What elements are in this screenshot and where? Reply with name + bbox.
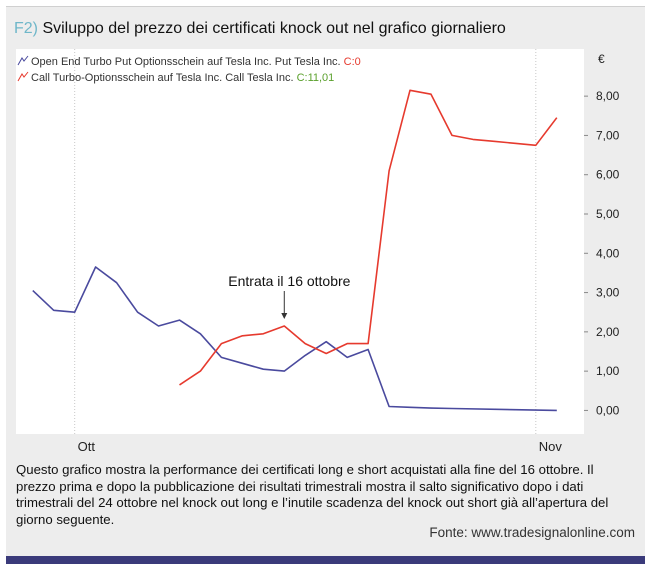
plot-area <box>16 49 584 434</box>
y-tick-label: 7,00 <box>596 128 620 142</box>
y-tick-label: 8,00 <box>596 89 620 103</box>
legend-last-value: C:0 <box>344 56 361 68</box>
legend-line-icon <box>17 71 29 82</box>
y-axis: €0,00 1,00 2,00 3,00 4,00 5,00 6,00 7,00 8,00 <box>584 52 620 417</box>
y-tick-label: 5,00 <box>596 207 620 221</box>
figure-title: Sviluppo del prezzo dei certificati knoc… <box>42 20 506 37</box>
legend-last-value: C:11,01 <box>297 72 335 84</box>
annotation-text: Entrata il 16 ottobre <box>228 273 350 289</box>
y-tick-label: 1,00 <box>596 364 620 378</box>
price-chart: Open End Turbo Put Optionsschein auf Tes… <box>16 49 620 454</box>
legend-series-name: Call Turbo-Optionsschein auf Tesla Inc. … <box>31 72 297 84</box>
x-axis: Ott Nov <box>78 439 563 454</box>
vertical-grid <box>74 49 537 434</box>
y-unit-label: € <box>598 52 605 66</box>
figure-label: F2) <box>14 20 38 37</box>
x-tick-label: Nov <box>539 439 563 454</box>
y-tick-label: 2,00 <box>596 325 620 339</box>
y-tick-label: 0,00 <box>596 403 620 417</box>
annotation: Entrata il 16 ottobre <box>228 273 351 319</box>
legend-series-name: Open End Turbo Put Optionsschein auf Tes… <box>31 56 344 68</box>
legend-line-icon <box>17 55 29 66</box>
x-tick-label: Ott <box>78 439 96 454</box>
legend-entry: Open End Turbo Put Optionsschein auf Tes… <box>31 56 361 68</box>
figure-caption: Questo grafico mostra la performance dei… <box>16 462 609 527</box>
y-tick-label: 3,00 <box>596 286 620 300</box>
bottom-bar <box>6 556 645 564</box>
call-series-line <box>179 89 558 386</box>
y-tick-label: 6,00 <box>596 168 620 182</box>
figure-title-row: F2) Sviluppo del prezzo dei certificati … <box>14 20 506 38</box>
figure-source: Fonte: www.tradesignalonline.com <box>429 525 635 540</box>
legend: Open End Turbo Put Optionsschein auf Tes… <box>17 55 361 84</box>
annotation-arrow-head <box>281 313 288 319</box>
put-series-line <box>32 266 557 412</box>
series-lines <box>32 89 558 412</box>
legend-entry: Call Turbo-Optionsschein auf Tesla Inc. … <box>31 72 334 84</box>
y-tick-label: 4,00 <box>596 246 620 260</box>
